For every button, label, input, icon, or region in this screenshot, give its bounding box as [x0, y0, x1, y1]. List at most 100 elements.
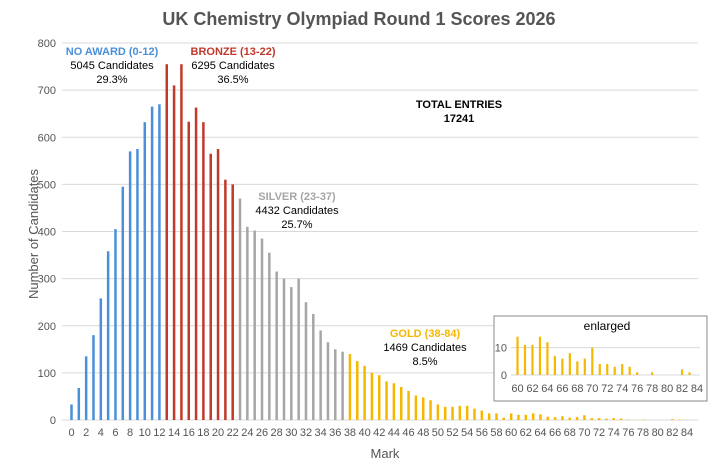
- x-tick-label: 4: [98, 427, 104, 439]
- bar-mark-34: [319, 330, 322, 420]
- bar-mark-22: [231, 184, 234, 420]
- inset-x-tick-label: 66: [556, 383, 568, 395]
- bar-mark-19: [209, 153, 212, 420]
- inset-bar-mark-65: [553, 355, 556, 375]
- bar-mark-47: [414, 395, 418, 420]
- bar-mark-13: [165, 64, 169, 421]
- bar-mark-68: [568, 417, 572, 420]
- inset-x-tick-label: 84: [691, 383, 703, 395]
- bar-mark-38: [348, 354, 352, 420]
- inset-chart: enlarged 0 10 60 62 64 66 68 70 72 74 76 78 80 82 84: [493, 315, 708, 402]
- bar-mark-61: [517, 414, 520, 420]
- y-tick-label: 300: [38, 274, 56, 286]
- bar-mark-20: [216, 149, 220, 420]
- group-name: BRONZE (13-22): [191, 46, 276, 58]
- bar-mark-49: [429, 400, 432, 420]
- y-tick-label: 200: [38, 321, 56, 333]
- group-name: SILVER (23-37): [258, 191, 336, 203]
- bar-mark-64: [539, 414, 542, 420]
- bar-mark-4: [99, 298, 103, 420]
- group-percent: 8.5%: [412, 356, 437, 368]
- group-name: NO AWARD (0-12): [66, 46, 159, 58]
- bar-mark-23: [238, 198, 242, 420]
- bar-mark-55: [473, 408, 476, 420]
- inset-bar-mark-83: [688, 372, 691, 375]
- x-tick-label: 64: [534, 427, 546, 439]
- bar-mark-51: [443, 406, 447, 420]
- bar-mark-37: [341, 351, 344, 420]
- x-tick-label: 22: [227, 427, 239, 439]
- x-tick-label: 62: [520, 427, 532, 439]
- x-axis-label: Mark: [371, 446, 400, 461]
- inset-bar-mark-71: [598, 364, 601, 375]
- inset-x-tick-label: 72: [601, 383, 613, 395]
- inset-bar-mark-68: [576, 361, 579, 375]
- x-tick-label: 42: [373, 427, 385, 439]
- bar-mark-41: [370, 372, 374, 420]
- bar-mark-42: [378, 375, 381, 420]
- x-tick-label: 20: [212, 427, 224, 439]
- bar-mark-17: [194, 107, 198, 420]
- inset-y-tick-label: 10: [495, 343, 507, 355]
- x-tick-label: 56: [476, 427, 488, 439]
- group-percent: 25.7%: [281, 219, 312, 231]
- x-tick-label: 46: [402, 427, 414, 439]
- x-tick-label: 34: [315, 427, 327, 439]
- bar-mark-72: [597, 418, 601, 420]
- x-tick-label: 84: [681, 427, 693, 439]
- bar-mark-10: [143, 122, 147, 421]
- bar-mark-62: [524, 414, 528, 420]
- bar-mark-57: [487, 413, 491, 420]
- x-tick-label: 2: [83, 427, 89, 439]
- bar-mark-58: [495, 413, 498, 420]
- y-tick-label: 400: [38, 227, 56, 239]
- bar-mark-56: [480, 410, 484, 420]
- inset-x-tick-label: 80: [661, 383, 673, 395]
- inset-bar-mark-63: [538, 336, 542, 375]
- x-tick-label: 60: [505, 427, 517, 439]
- group-percent: 36.5%: [217, 74, 248, 86]
- bar-mark-11: [150, 106, 154, 421]
- bar-mark-65: [546, 416, 550, 420]
- bar-mark-52: [451, 406, 454, 420]
- x-tick-label: 52: [446, 427, 458, 439]
- inset-frame: [493, 315, 708, 402]
- x-tick-label: 6: [112, 427, 118, 439]
- bar-mark-16: [187, 121, 190, 420]
- bar-mark-44: [392, 383, 396, 420]
- inset-bar-mark-70: [591, 347, 594, 375]
- bar-mark-28: [275, 271, 278, 420]
- inset-x-tick-label: 60: [511, 383, 523, 395]
- inset-x-tick-label: 76: [631, 383, 643, 395]
- y-axis-ticks: 0 100 200 300 400 500 600 700 800: [38, 38, 56, 427]
- y-tick-label: 100: [38, 368, 56, 380]
- bars: [70, 64, 681, 421]
- group-name: GOLD (38-84): [390, 328, 461, 340]
- group-annotations: NO AWARD (0-12) 5045 Candidates 29.3% BRONZ…: [66, 46, 467, 368]
- bar-mark-25: [253, 230, 256, 420]
- bar-mark-69: [575, 417, 579, 420]
- bar-mark-66: [553, 417, 557, 420]
- bar-mark-71: [590, 418, 593, 420]
- bar-mark-30: [290, 287, 293, 420]
- inset-x-tick-label: 78: [646, 383, 658, 395]
- group-candidates: 4432 Candidates: [255, 205, 339, 217]
- x-tick-label: 36: [329, 427, 341, 439]
- bar-mark-73: [605, 418, 608, 420]
- inset-bar-mark-69: [583, 358, 586, 375]
- x-tick-label: 12: [153, 427, 165, 439]
- bar-mark-48: [421, 397, 425, 420]
- bar-mark-39: [356, 361, 359, 420]
- x-axis-ticks: 0 2 4 6 8 10 12 14 16 18 20 22 24 26 28 30 32 34 36 38 40 42 4…: [68, 427, 693, 439]
- inset-bar-mark-72: [606, 364, 609, 375]
- inset-bar-mark-61: [523, 344, 527, 375]
- bar-mark-43: [385, 381, 388, 420]
- x-tick-label: 32: [300, 427, 312, 439]
- total-entries-value: 17241: [444, 113, 475, 125]
- bar-mark-0: [70, 404, 73, 420]
- x-tick-label: 70: [578, 427, 590, 439]
- bar-mark-26: [260, 238, 264, 420]
- x-tick-label: 82: [666, 427, 678, 439]
- inset-bar-mark-66: [561, 358, 564, 375]
